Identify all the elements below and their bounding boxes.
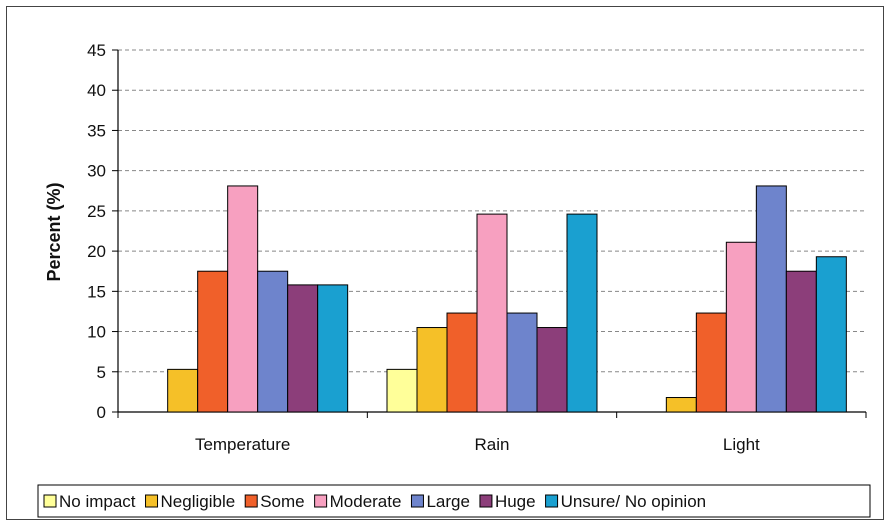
y-tick-label: 15 bbox=[87, 282, 106, 301]
bar-temperature-2 bbox=[197, 270, 229, 413]
legend-label: Large bbox=[426, 492, 469, 511]
bar-temperature-3 bbox=[227, 185, 259, 413]
bar-light-3 bbox=[725, 241, 757, 413]
y-tick-label: 5 bbox=[97, 363, 106, 382]
legend: No impact Negligible Some Moderate Large Huge… bbox=[37, 484, 871, 518]
bar-temperature-6 bbox=[317, 284, 349, 413]
legend-label: Huge bbox=[495, 492, 536, 511]
bar-temperature-1 bbox=[167, 368, 199, 413]
bar-light-1 bbox=[665, 397, 697, 413]
y-tick-label: 45 bbox=[87, 41, 106, 60]
bar-rain-5 bbox=[536, 327, 568, 413]
bar-rain-1 bbox=[416, 327, 448, 413]
legend-swatch bbox=[145, 494, 159, 508]
legend-label: Some bbox=[260, 492, 304, 511]
legend-label: Negligible bbox=[161, 492, 236, 511]
bar-light-2 bbox=[695, 312, 727, 413]
bar-rain-2 bbox=[446, 312, 478, 413]
y-tick-label: 30 bbox=[87, 162, 106, 181]
legend-box bbox=[37, 484, 871, 518]
x-tick-label: Rain bbox=[475, 435, 510, 454]
bar-rain-0 bbox=[386, 368, 418, 413]
bar-temperature-4 bbox=[257, 270, 289, 413]
y-tick-label: 10 bbox=[87, 323, 106, 342]
legend-swatch bbox=[410, 494, 424, 508]
y-tick-label: 40 bbox=[87, 81, 106, 100]
legend-swatch bbox=[314, 494, 328, 508]
bars bbox=[167, 185, 847, 413]
legend-label: Unsure/ No opinion bbox=[561, 492, 707, 511]
bar-light-5 bbox=[785, 270, 817, 413]
legend-label: No impact bbox=[59, 492, 136, 511]
legend-swatch bbox=[479, 494, 493, 508]
y-tick-label: 20 bbox=[87, 242, 106, 261]
bar-temperature-5 bbox=[287, 284, 319, 413]
bar-rain-3 bbox=[476, 213, 508, 413]
y-tick-label: 35 bbox=[87, 121, 106, 140]
x-tick-label: Light bbox=[723, 435, 760, 454]
tick-labels: 0 5 10 15 20 25 30 35 40 45 Temperature Rain Light bbox=[87, 41, 760, 454]
x-tick-label: Temperature bbox=[195, 435, 290, 454]
bar-light-4 bbox=[755, 185, 787, 413]
y-tick-label: 25 bbox=[87, 202, 106, 221]
bar-rain-6 bbox=[566, 213, 598, 413]
legend-swatch bbox=[545, 494, 559, 508]
y-axis-title: Percent (%) bbox=[44, 182, 64, 281]
legend-label: Moderate bbox=[330, 492, 402, 511]
bar-light-6 bbox=[815, 256, 847, 413]
y-tick-label: 0 bbox=[97, 403, 106, 422]
legend-swatch bbox=[43, 494, 57, 508]
bar-rain-4 bbox=[506, 312, 538, 413]
legend-swatch bbox=[244, 494, 258, 508]
